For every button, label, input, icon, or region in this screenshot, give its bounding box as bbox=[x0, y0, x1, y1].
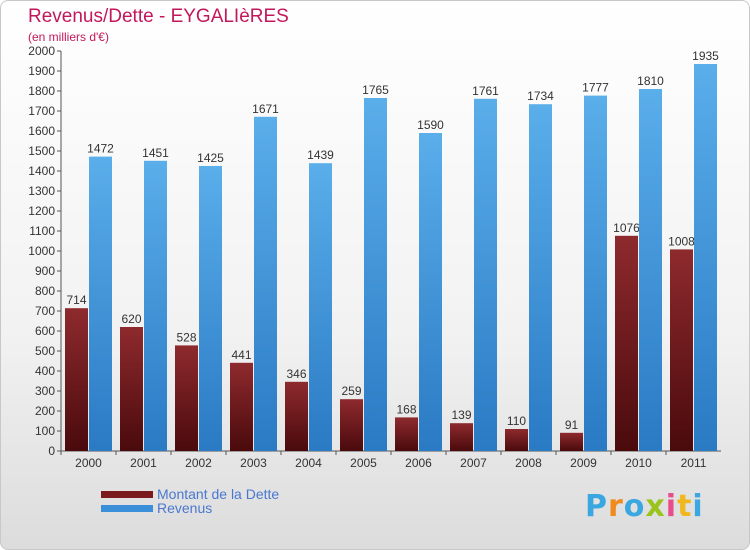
x-tick-label: 2010 bbox=[625, 456, 652, 470]
bar-dette bbox=[670, 249, 693, 451]
proxiti-logo: Proxiti bbox=[585, 489, 704, 524]
x-tick-label: 2002 bbox=[185, 456, 212, 470]
bar-revenus bbox=[694, 64, 717, 451]
bar-dette bbox=[230, 362, 253, 451]
x-tick-label: 2000 bbox=[75, 456, 102, 470]
y-tick-label: 100 bbox=[35, 424, 55, 438]
logo-letter: r bbox=[608, 489, 624, 524]
data-label-revenus: 1425 bbox=[197, 151, 224, 165]
data-label-revenus: 1590 bbox=[417, 118, 444, 132]
data-label-revenus: 1765 bbox=[362, 83, 389, 97]
y-tick-label: 400 bbox=[35, 364, 55, 378]
bar-dette bbox=[505, 429, 528, 451]
data-label-dette: 259 bbox=[341, 384, 361, 398]
y-tick-label: 1700 bbox=[28, 104, 55, 118]
bar-revenus bbox=[474, 98, 497, 452]
logo-letter: i bbox=[692, 489, 704, 524]
legend-label-dette: Montant de la Dette bbox=[157, 486, 280, 502]
data-label-revenus: 1439 bbox=[307, 148, 334, 162]
x-tick-label: 2011 bbox=[681, 456, 707, 470]
bar-dette bbox=[120, 327, 143, 451]
y-tick-label: 700 bbox=[35, 304, 55, 318]
bar-revenus bbox=[144, 160, 167, 452]
x-tick-label: 2004 bbox=[295, 456, 322, 470]
y-tick-label: 200 bbox=[35, 404, 55, 418]
y-tick-label: 1100 bbox=[29, 224, 55, 238]
x-tick-label: 2009 bbox=[570, 456, 597, 470]
x-tick-label: 2001 bbox=[130, 456, 157, 470]
logo-letter: x bbox=[645, 489, 666, 524]
bar-dette bbox=[450, 423, 473, 451]
data-label-revenus: 1810 bbox=[637, 74, 664, 88]
y-tick-label: 1200 bbox=[28, 204, 55, 218]
y-tick-label: 1800 bbox=[28, 84, 55, 98]
logo-letter: P bbox=[585, 489, 608, 524]
data-label-dette: 714 bbox=[66, 293, 86, 307]
legend-swatch-revenus bbox=[101, 505, 153, 512]
x-tick-label: 2007 bbox=[460, 456, 487, 470]
bar-dette bbox=[285, 381, 308, 451]
bar-revenus bbox=[199, 166, 222, 451]
logo-letter: i bbox=[665, 489, 678, 524]
data-label-revenus: 1451 bbox=[142, 146, 169, 160]
x-tick-label: 2003 bbox=[240, 456, 267, 470]
y-tick-label: 2000 bbox=[28, 44, 55, 58]
y-tick-label: 900 bbox=[35, 264, 55, 278]
y-tick-label: 1300 bbox=[28, 184, 55, 198]
y-tick-label: 1500 bbox=[28, 144, 55, 158]
y-tick-label: 500 bbox=[35, 344, 55, 358]
bar-dette bbox=[560, 432, 583, 451]
y-tick-label: 800 bbox=[35, 284, 55, 298]
x-tick-label: 2005 bbox=[350, 456, 377, 470]
data-label-revenus: 1472 bbox=[87, 142, 114, 156]
bar-dette bbox=[615, 235, 638, 451]
data-label-dette: 139 bbox=[451, 408, 471, 422]
bar-revenus bbox=[419, 133, 442, 451]
data-label-revenus: 1935 bbox=[692, 49, 719, 63]
data-label-dette: 620 bbox=[121, 312, 141, 326]
data-label-revenus: 1734 bbox=[527, 89, 554, 103]
y-tick-label: 600 bbox=[35, 324, 55, 338]
data-label-revenus: 1777 bbox=[582, 81, 609, 95]
bar-dette bbox=[340, 399, 363, 451]
y-tick-label: 300 bbox=[35, 384, 55, 398]
legend-label-revenus: Revenus bbox=[157, 500, 213, 516]
bar-revenus bbox=[584, 95, 607, 451]
data-label-dette: 168 bbox=[396, 402, 416, 416]
data-label-dette: 441 bbox=[231, 348, 251, 362]
y-tick-label: 1600 bbox=[28, 124, 55, 138]
bar-revenus bbox=[254, 116, 277, 452]
y-tick-label: 0 bbox=[48, 444, 55, 458]
y-tick-label: 1400 bbox=[28, 164, 55, 178]
bar-revenus bbox=[89, 156, 112, 451]
legend-swatch-dette bbox=[101, 491, 153, 498]
x-tick-label: 2008 bbox=[515, 456, 542, 470]
bar-revenus bbox=[529, 104, 552, 451]
bar-revenus bbox=[309, 163, 332, 451]
bar-dette bbox=[65, 308, 88, 451]
y-tick-label: 1900 bbox=[28, 64, 55, 78]
chart-subtitle: (en milliers d'€) bbox=[28, 30, 109, 44]
data-label-dette: 528 bbox=[176, 330, 196, 344]
bar-revenus bbox=[639, 89, 662, 451]
data-label-dette: 1076 bbox=[613, 221, 640, 235]
bar-dette bbox=[395, 417, 418, 451]
bar-revenus bbox=[364, 98, 387, 451]
chart-title: Revenus/Dette - EYGALIèRES bbox=[28, 6, 289, 27]
data-label-dette: 346 bbox=[286, 367, 306, 381]
data-label-revenus: 1761 bbox=[472, 84, 499, 98]
bar-dette bbox=[175, 345, 198, 451]
x-tick-label: 2006 bbox=[405, 456, 432, 470]
y-tick-label: 1000 bbox=[28, 244, 55, 258]
data-label-dette: 1008 bbox=[668, 234, 695, 248]
data-label-revenus: 1671 bbox=[252, 102, 279, 116]
logo-letter: o bbox=[623, 489, 646, 524]
logo-letter: t bbox=[677, 489, 693, 524]
data-label-dette: 110 bbox=[507, 414, 526, 428]
data-label-dette: 91 bbox=[565, 418, 579, 432]
